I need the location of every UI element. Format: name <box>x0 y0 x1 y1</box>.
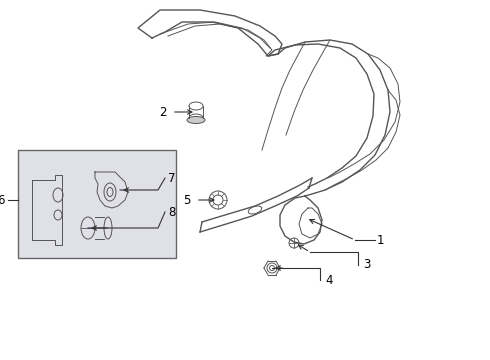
Ellipse shape <box>187 117 205 123</box>
Text: 3: 3 <box>363 258 370 271</box>
Text: 4: 4 <box>325 274 333 287</box>
Text: 6: 6 <box>0 194 5 207</box>
Text: 2: 2 <box>159 105 167 118</box>
Text: 5: 5 <box>183 194 191 207</box>
Text: 8: 8 <box>168 206 175 219</box>
Text: 1: 1 <box>377 234 385 247</box>
FancyBboxPatch shape <box>18 150 176 258</box>
Text: 7: 7 <box>168 171 175 184</box>
